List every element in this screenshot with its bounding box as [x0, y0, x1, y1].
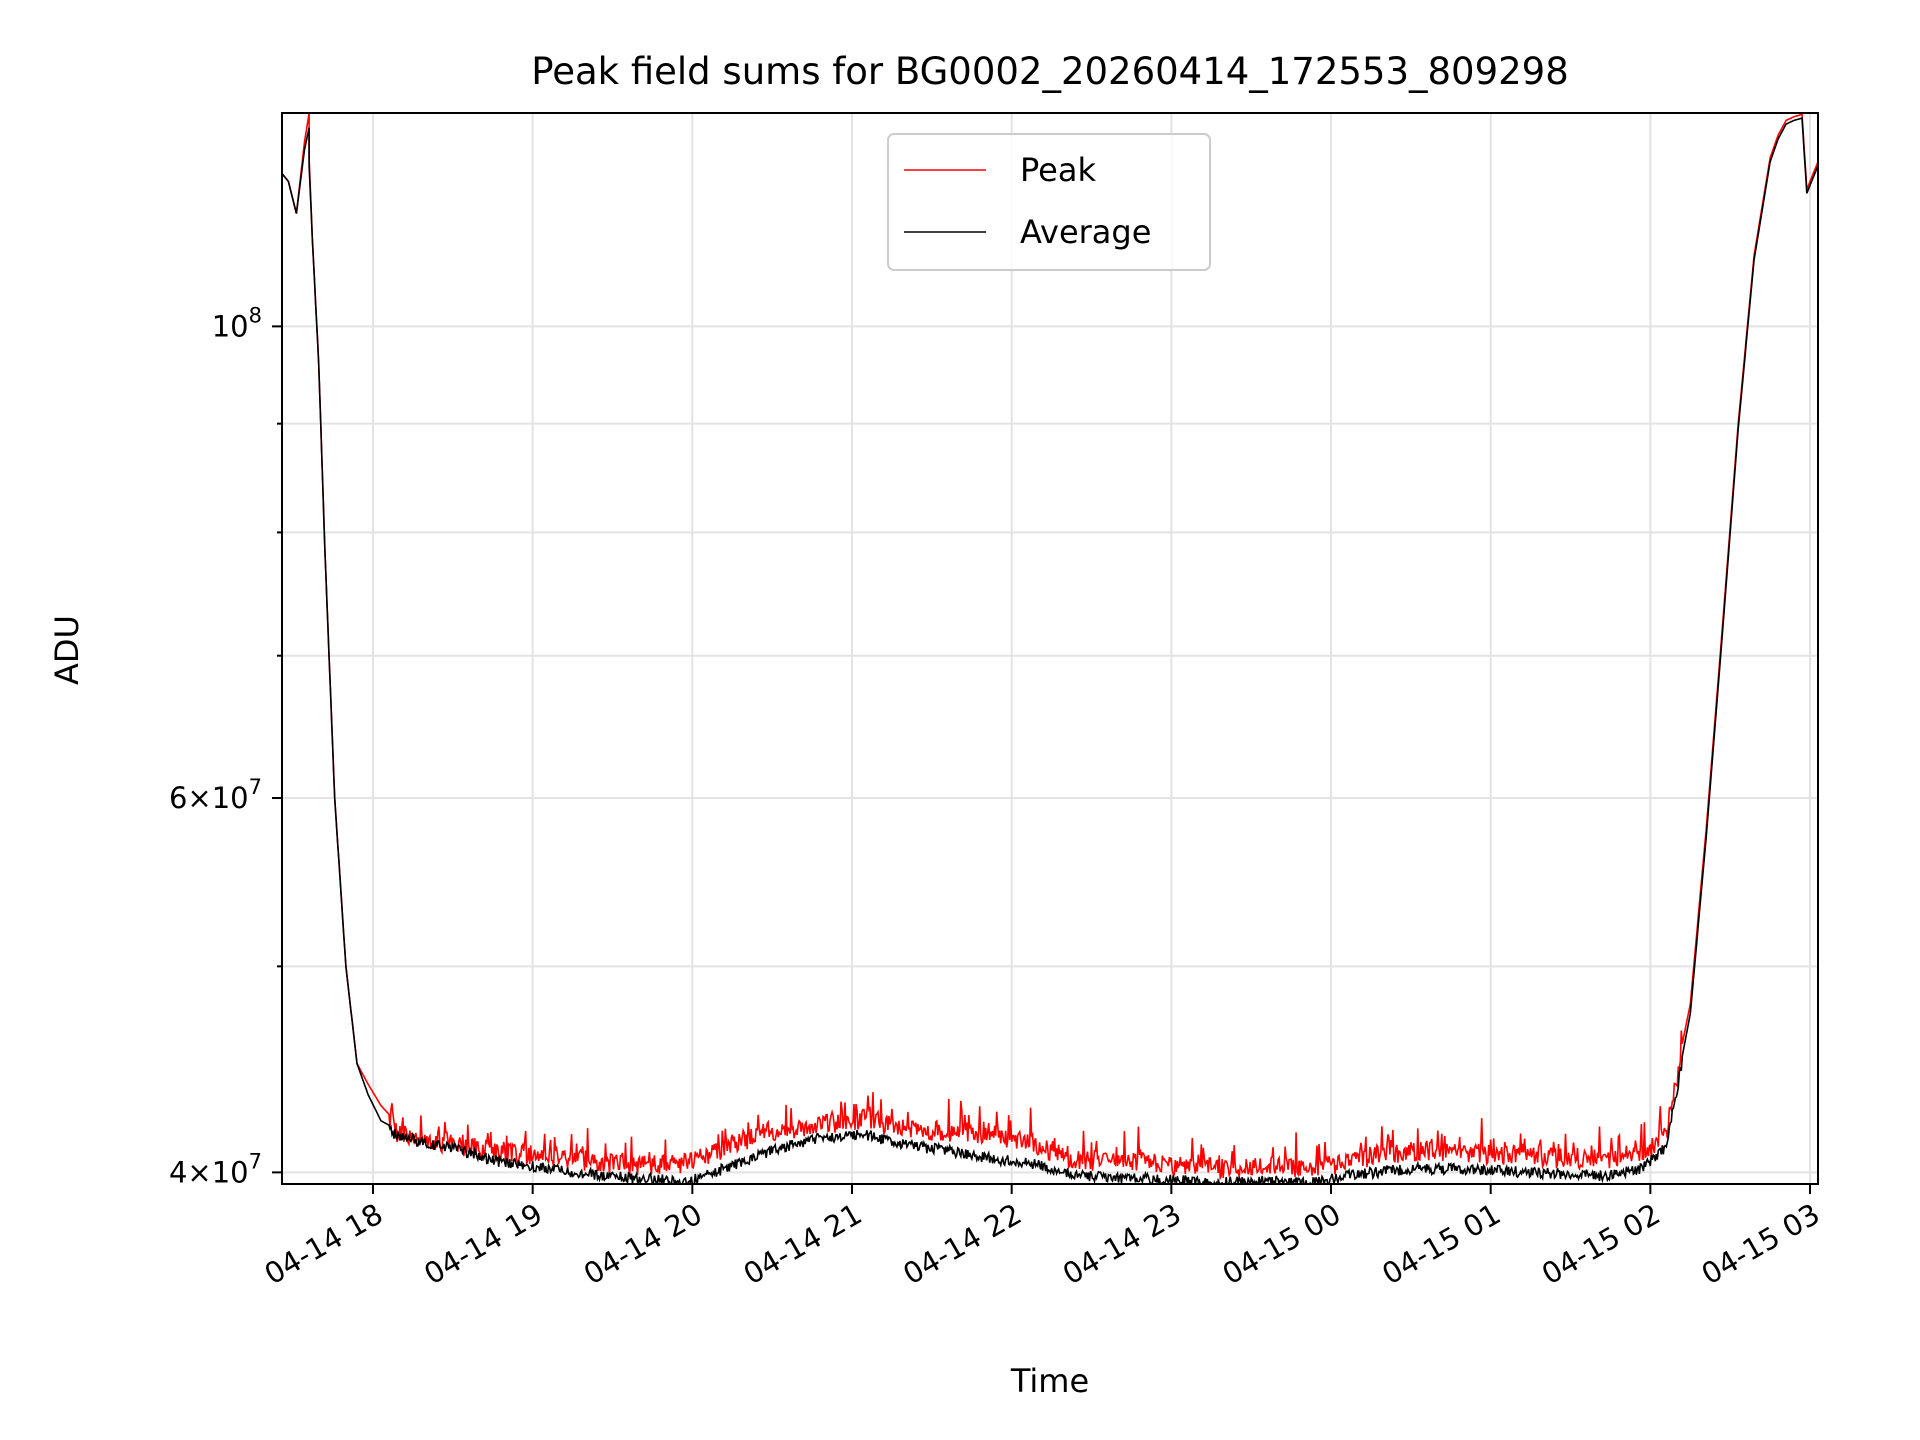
legend: Peak Average [887, 133, 1211, 271]
y-tick-label-base: 10 [212, 309, 249, 343]
series-line-average [282, 117, 1818, 1184]
x-axis-label: Time [1010, 1362, 1089, 1400]
y-tick-label: 6×107 [169, 775, 262, 815]
plot-series [282, 113, 1818, 1184]
legend-label-peak: Peak [1020, 151, 1096, 189]
y-tick-label-exponent: 8 [249, 303, 262, 327]
y-axis-label: ADU [48, 615, 86, 685]
y-tick-label: 4×107 [169, 1149, 262, 1189]
chart-title: Peak field sums for BG0002_20260414_1725… [531, 50, 1569, 93]
y-tick-label-exponent: 7 [249, 1149, 262, 1173]
y-tick-label-base: 4×10 [169, 1155, 249, 1189]
series-line-peak [282, 113, 1818, 1181]
y-tick-label-exponent: 7 [249, 775, 262, 799]
legend-label-average: Average [1020, 213, 1151, 251]
legend-box [887, 133, 1211, 271]
plot-frame [281, 112, 1819, 1185]
y-tick-label: 108 [212, 303, 262, 343]
y-tick-label-base: 6×10 [169, 781, 249, 815]
